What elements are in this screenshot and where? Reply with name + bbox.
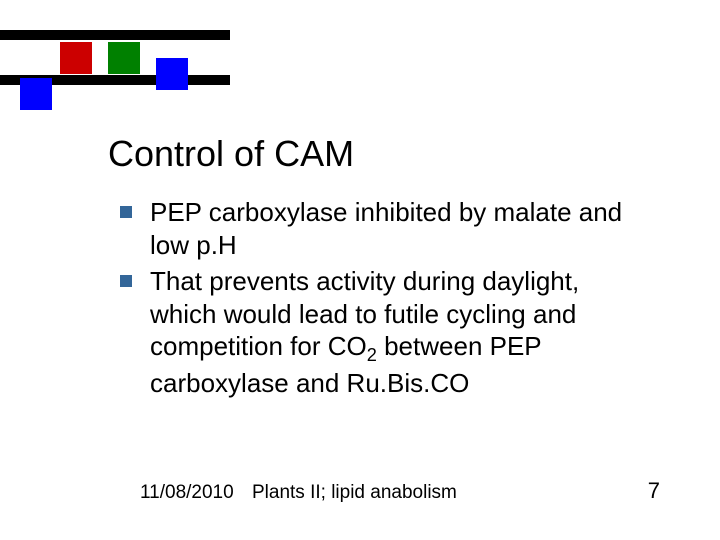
bullet-text: That prevents activity during daylight, …: [150, 265, 640, 399]
list-item: PEP carboxylase inhibited by malate and …: [120, 196, 640, 261]
decor-square: [108, 42, 140, 74]
bullet-list: PEP carboxylase inhibited by malate and …: [120, 196, 640, 403]
decor-square: [60, 42, 92, 74]
bullet-icon: [120, 275, 132, 287]
footer-page-number: 7: [648, 478, 660, 504]
slide-title: Control of CAM: [108, 133, 354, 175]
slide-footer: 11/08/2010 Plants II; lipid anabolism 7: [0, 476, 720, 504]
bullet-text: PEP carboxylase inhibited by malate and …: [150, 196, 640, 261]
footer-title: Plants II; lipid anabolism: [252, 482, 457, 504]
list-item: That prevents activity during daylight, …: [120, 265, 640, 399]
footer-date: 11/08/2010: [140, 482, 234, 504]
decor-square: [156, 58, 188, 90]
decor-square: [20, 78, 52, 110]
bullet-icon: [120, 206, 132, 218]
decor-rule-top: [0, 30, 230, 40]
